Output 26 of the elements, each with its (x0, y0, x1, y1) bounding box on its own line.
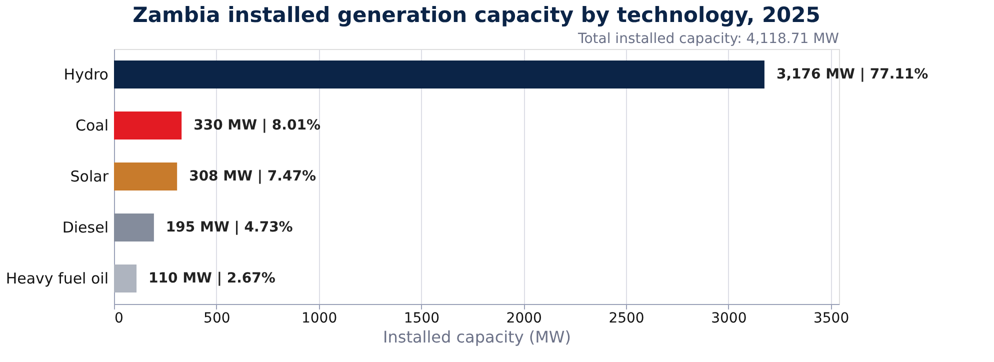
x-tick-label: 1000 (301, 310, 338, 326)
x-tick-label: 3000 (711, 310, 747, 326)
y-tick-label: Heavy fuel oil (6, 270, 108, 288)
y-tick-label: Coal (75, 116, 108, 134)
x-tick-label: 500 (204, 310, 230, 326)
bar (114, 162, 178, 191)
x-tick-label: 0 (114, 310, 124, 326)
x-tick-label: 2000 (506, 310, 542, 326)
bar (114, 60, 764, 89)
data-label: 308 MW | 7.47% (189, 168, 316, 184)
chart-subtitle: Total installed capacity: 4,118.71 MW (577, 31, 840, 47)
x-tick-label: 2500 (608, 310, 644, 326)
x-tick-label: 3500 (813, 310, 850, 326)
y-tick-label: Solar (70, 168, 110, 186)
x-axis-title: Installed capacity (MW) (383, 328, 571, 346)
bar (114, 213, 154, 242)
x-tick-label: 1500 (404, 310, 440, 326)
chart-title: Zambia installed generation capacity by technology, 2025 (132, 3, 820, 27)
bar (114, 264, 137, 293)
data-label: 3,176 MW | 77.11% (776, 66, 928, 82)
data-label: 330 MW | 8.01% (194, 118, 320, 134)
data-label: 110 MW | 2.67% (148, 270, 276, 286)
y-tick-label: Hydro (64, 66, 108, 84)
y-tick-label: Diesel (62, 218, 108, 236)
data-label: 195 MW | 4.73% (166, 220, 293, 236)
bar (114, 111, 182, 140)
